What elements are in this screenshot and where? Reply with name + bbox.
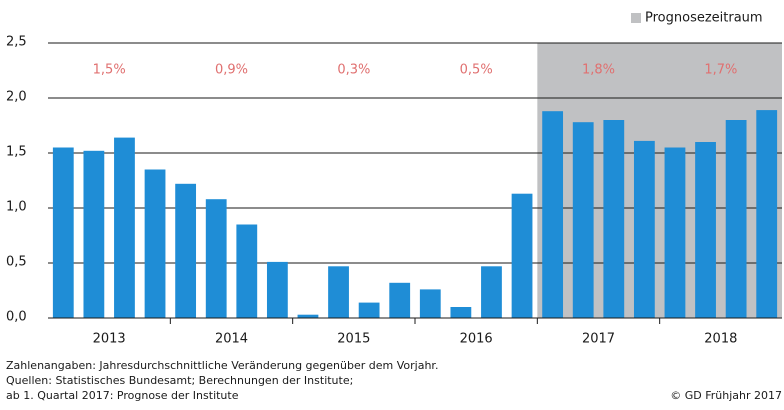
bar: [236, 224, 258, 318]
bar: [83, 150, 105, 318]
bar: [358, 302, 380, 318]
bar: [419, 289, 441, 318]
bar: [695, 142, 716, 318]
bar: [511, 193, 533, 318]
bar: [756, 110, 778, 318]
bar: [725, 120, 747, 318]
group-value-label: 0,3%: [337, 63, 370, 78]
bar: [297, 314, 319, 318]
group-value-label: 1,8%: [582, 63, 615, 78]
bar: [52, 147, 74, 318]
note: Quellen: Statistisches Bundesamt; Berech…: [6, 374, 353, 387]
y-tick-label: 0,0: [6, 310, 27, 325]
bar: [205, 199, 227, 318]
group-value-label: 0,5%: [460, 63, 493, 78]
legend-label: Prognosezeitraum: [645, 11, 763, 26]
y-tick-label: 2,5: [6, 35, 27, 50]
group-value-label: 1,5%: [93, 63, 126, 78]
group-label: 2014: [215, 332, 248, 347]
legend-swatch: [631, 13, 641, 23]
bar: [633, 140, 655, 318]
group-label: 2015: [337, 332, 370, 347]
group-label: 2016: [460, 332, 493, 347]
bar: [603, 120, 625, 318]
bar: [144, 169, 166, 318]
bar: [572, 122, 594, 318]
bar: [389, 282, 411, 318]
group-value-label: 1,7%: [704, 63, 737, 78]
y-tick-label: 1,0: [6, 200, 27, 215]
bar: [542, 111, 564, 318]
bar: [481, 266, 502, 318]
y-tick-label: 0,5: [6, 255, 27, 270]
y-tick-label: 2,0: [6, 90, 27, 105]
bar: [266, 261, 288, 318]
group-value-label: 0,9%: [215, 63, 248, 78]
group-label: 2017: [582, 332, 615, 347]
note: Zahlenangaben: Jahresdurchschnittliche V…: [6, 359, 438, 372]
bar: [664, 147, 686, 318]
y-tick-label: 1,5: [6, 145, 27, 160]
bar: [328, 266, 349, 318]
bar: [114, 137, 135, 318]
credit: © GD Frühjahr 2017: [670, 389, 782, 402]
bar: [175, 183, 197, 318]
group-label: 2013: [93, 332, 126, 347]
bar: [450, 307, 472, 318]
note: ab 1. Quartal 2017: Prognose der Institu…: [6, 389, 239, 402]
group-label: 2018: [704, 332, 737, 347]
